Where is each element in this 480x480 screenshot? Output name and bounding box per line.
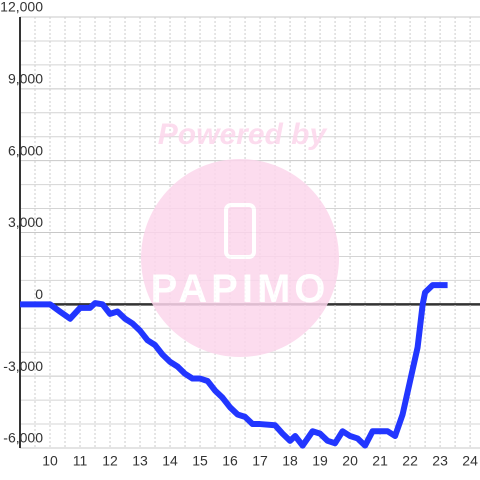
x-tick-label: 15 <box>192 453 208 469</box>
x-tick-label: 19 <box>312 453 328 469</box>
x-tick-label: 20 <box>342 453 358 469</box>
x-tick-label: 12 <box>102 453 118 469</box>
x-tick-label: 11 <box>73 453 88 469</box>
x-tick-label: 10 <box>42 453 58 469</box>
y-tick-label: 6,000 <box>8 142 43 158</box>
y-tick-label: -3,000 <box>3 358 43 374</box>
x-tick-label: 21 <box>372 453 388 469</box>
line <box>20 282 448 449</box>
watermark: Powered by PAPIMO <box>141 118 339 357</box>
y-tick-label: 12,000 <box>0 0 43 15</box>
x-tick-label: 16 <box>222 453 238 469</box>
x-tick-label: 13 <box>132 453 148 469</box>
y-tick-label: 3,000 <box>8 214 43 230</box>
x-tick-label: 23 <box>432 453 448 469</box>
y-tick-label: -6,000 <box>3 430 43 446</box>
x-tick-label: 24 <box>462 453 478 469</box>
watermark-text: Powered by <box>158 118 328 151</box>
y-tick-label: 0 <box>35 286 43 302</box>
x-tick-label: 14 <box>162 453 178 469</box>
x-tick-label: 22 <box>402 453 418 469</box>
y-tick-label: 9,000 <box>8 71 43 87</box>
x-tick-label: 17 <box>252 453 268 469</box>
watermark-icon <box>224 203 256 259</box>
watermark-text: PAPIMO <box>151 267 330 311</box>
x-tick-label: 18 <box>282 453 298 469</box>
